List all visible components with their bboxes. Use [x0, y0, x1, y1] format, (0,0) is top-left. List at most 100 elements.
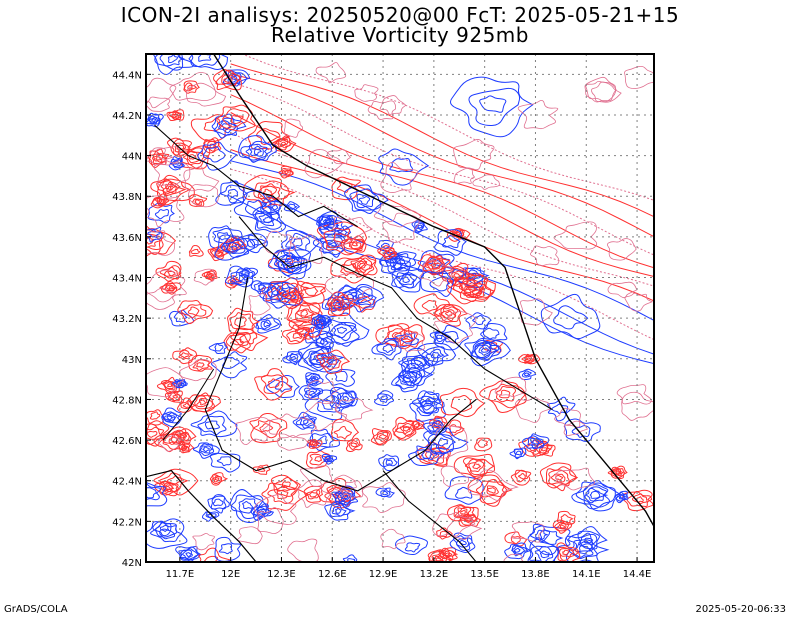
contour-line [175, 379, 186, 387]
contour-line [468, 460, 485, 473]
contour-line [172, 347, 198, 365]
contour-line [511, 545, 526, 555]
map-title: ICON-2I analisys: 20250520@00 FcT: 2025-… [120, 3, 680, 27]
contour-line [619, 494, 626, 499]
contour-line [351, 241, 358, 247]
coastline [213, 54, 654, 528]
contour-line [229, 312, 255, 330]
contour-line [494, 376, 527, 397]
contour-line [161, 407, 182, 428]
contour-line [150, 174, 195, 206]
contour-line [479, 380, 527, 413]
contour-line [249, 238, 259, 247]
contour-line [509, 447, 527, 460]
contour-line [156, 197, 165, 205]
contour-line [631, 493, 648, 505]
contour-line [308, 352, 334, 368]
contour-line [264, 230, 297, 254]
lon-tick-label: 14.4E [623, 569, 652, 580]
contour-line [146, 226, 163, 243]
contour-line [280, 167, 293, 178]
contour-line [622, 489, 654, 512]
contour-line [374, 390, 395, 407]
contour-line [146, 481, 168, 507]
contour-line [462, 516, 474, 524]
contour-line [254, 368, 292, 401]
contour-line [146, 229, 176, 256]
contour-line [455, 537, 470, 548]
contour-line [155, 156, 162, 161]
contour-line [488, 383, 526, 409]
contour-line [238, 498, 259, 514]
contour-line [558, 547, 575, 558]
contour-line [287, 538, 319, 562]
contour-line [238, 135, 277, 163]
contour-line [331, 485, 359, 507]
contour-line [342, 395, 350, 402]
contour-line [398, 359, 434, 387]
contour-line [591, 81, 622, 103]
contour-line [187, 84, 193, 90]
lon-tick-label: 11.7E [166, 569, 195, 580]
contour-line [146, 483, 161, 501]
contour-line [480, 347, 490, 353]
lat-tick-label: 42N [122, 558, 142, 569]
contour-line [268, 413, 317, 438]
contour-line [430, 262, 441, 270]
contour-line [210, 495, 227, 510]
contour-line [420, 271, 454, 297]
contour-line [178, 382, 183, 385]
contour-line [348, 238, 364, 250]
contour-line [203, 555, 218, 562]
contour-line [343, 254, 378, 278]
contour-line [436, 334, 443, 340]
contour-line [174, 142, 187, 153]
contour-line [329, 386, 359, 409]
contour-line [177, 432, 188, 441]
contour-line [340, 235, 367, 254]
contour-line [230, 245, 238, 252]
contour-line [181, 444, 190, 452]
contour-line [177, 54, 229, 71]
contour-line [582, 484, 611, 508]
contour-line [522, 433, 550, 449]
contour-line [438, 262, 478, 287]
contour-line [455, 486, 473, 499]
contour-line [427, 422, 443, 433]
contour-line [212, 498, 224, 507]
contour-line [331, 387, 357, 409]
contour-line [361, 482, 406, 513]
contour-line [290, 280, 327, 307]
contour-line [325, 357, 337, 365]
contour-line [300, 281, 327, 299]
contour-line [305, 372, 324, 387]
contour-line [152, 54, 195, 76]
contour-line [482, 327, 500, 340]
contour-line [395, 535, 429, 556]
contour-line [256, 128, 281, 145]
contour-line [146, 77, 177, 109]
contour-line [230, 94, 654, 269]
contour-line [349, 188, 382, 211]
contour-line [305, 450, 331, 469]
contour-line [154, 54, 184, 71]
contour-line [162, 484, 175, 493]
contour-line [292, 411, 317, 430]
contour-line [258, 510, 265, 514]
lat-tick-label: 42.2N [112, 517, 142, 528]
contour-line [192, 442, 220, 459]
contour-line [430, 351, 442, 359]
contour-line [495, 385, 516, 403]
contour-line [326, 318, 360, 345]
contour-line [157, 435, 182, 452]
contour-line [339, 480, 364, 499]
contour-line [171, 138, 191, 156]
contour-line [185, 82, 227, 107]
contour-line [188, 244, 204, 257]
contour-line [383, 324, 414, 348]
contour-line [303, 419, 309, 425]
contour-line [530, 245, 560, 266]
contour-line [286, 328, 310, 343]
contour-line [200, 445, 214, 454]
contour-line [385, 258, 409, 273]
